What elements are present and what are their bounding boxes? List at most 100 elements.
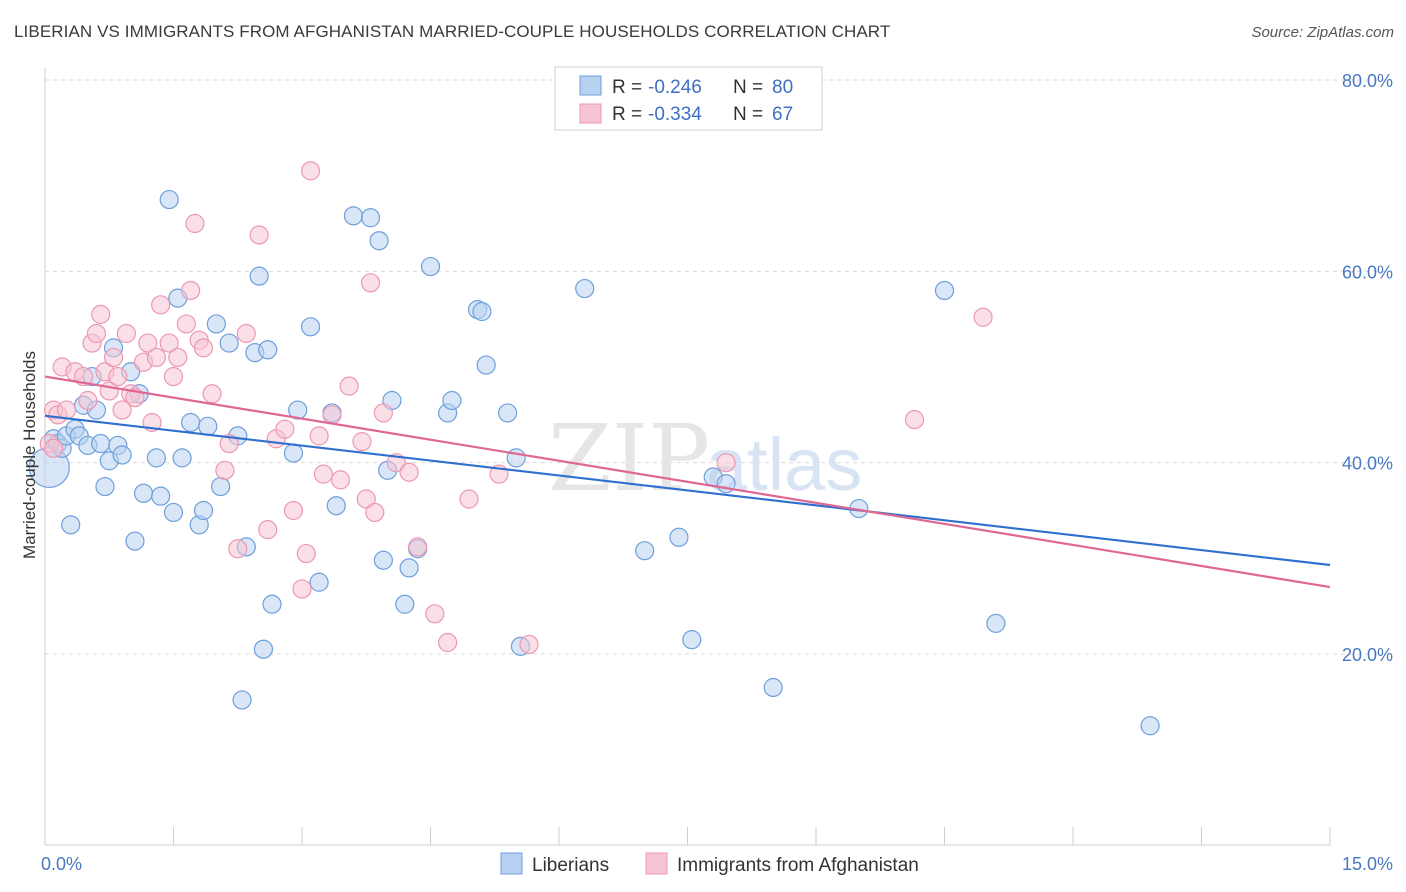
afghanistan-point xyxy=(146,347,166,368)
afghanistan-point xyxy=(258,520,278,540)
afghanistan-point xyxy=(360,273,381,293)
liberian-point xyxy=(133,483,154,503)
liberian-point xyxy=(395,594,415,614)
afghanistan-point xyxy=(193,338,214,358)
afghanistan-trend-line xyxy=(44,375,1331,589)
liberian-point xyxy=(300,317,321,337)
liberian-point xyxy=(172,448,192,468)
y-tick-label: 40.0% xyxy=(1342,454,1393,474)
liberian-point xyxy=(61,515,81,535)
legend-r-value: -0.246 xyxy=(648,77,702,98)
afghanistan-point xyxy=(365,502,385,523)
liberian-point xyxy=(635,541,655,561)
liberian-point xyxy=(193,500,214,521)
afghanistan-point xyxy=(356,489,376,509)
bottom-legend: Liberians Immigrants from Afghanistan xyxy=(500,852,919,876)
liberian-point xyxy=(506,448,526,468)
y-axis-label: Married-couple Households xyxy=(20,351,39,559)
legend-n-label: N = xyxy=(733,104,763,125)
bottom-legend-swatch-afghanistan xyxy=(645,852,668,875)
afghanistan-point xyxy=(425,604,445,624)
y-tick-label: 80.0% xyxy=(1342,71,1393,91)
afghanistan-point xyxy=(163,366,184,387)
afghanistan-point xyxy=(292,579,312,599)
liberian-point xyxy=(206,314,226,334)
afghanistan-point xyxy=(309,426,329,446)
afghanistan-point xyxy=(185,213,205,234)
liberian-point xyxy=(343,206,363,226)
gridlines xyxy=(45,79,1392,655)
legend-n-value: 80 xyxy=(772,77,793,98)
liberian-point xyxy=(163,502,184,523)
afghanistan-point xyxy=(236,323,256,344)
liberian-point xyxy=(399,558,419,578)
afghanistan-point xyxy=(215,460,235,480)
liberian-point xyxy=(146,448,166,468)
liberian-point xyxy=(326,496,346,516)
legend-r-label: R = xyxy=(612,104,642,125)
y-tick-label: 20.0% xyxy=(1342,645,1393,665)
afghanistan-point xyxy=(86,323,107,344)
watermark-zip: ZIP xyxy=(548,405,710,512)
x-tick-label: 0.0% xyxy=(41,854,82,874)
y-tick-labels: 20.0% 40.0% 60.0% 80.0% xyxy=(1342,71,1393,665)
bottom-legend-swatch-liberians xyxy=(500,852,523,875)
afghanistan-point xyxy=(313,464,334,484)
afghanistan-point xyxy=(322,405,342,425)
liberian-point xyxy=(181,412,201,433)
liberian-point xyxy=(151,486,171,506)
y-tick-label: 60.0% xyxy=(1342,262,1393,282)
liberian-point xyxy=(498,403,518,423)
chart-title: LIBERIAN VS IMMIGRANTS FROM AFGHANISTAN … xyxy=(14,22,891,41)
liberian-point xyxy=(763,677,783,698)
liberian-point xyxy=(258,340,278,360)
afghanistan-point xyxy=(168,347,188,368)
afghanistan-point xyxy=(352,432,372,452)
legend-n-value: 67 xyxy=(772,104,793,125)
afghanistan-point xyxy=(716,453,736,473)
liberian-point xyxy=(442,390,462,411)
liberian-point xyxy=(249,266,269,286)
afghanistan-point xyxy=(373,403,393,423)
legend-n-label: N = xyxy=(733,77,763,98)
afghanistan-point xyxy=(91,304,111,324)
afghanistan-point xyxy=(116,323,136,344)
liberian-point xyxy=(211,476,231,497)
liberian-point xyxy=(112,445,132,465)
afghanistan-point xyxy=(159,333,179,353)
afghanistan-point xyxy=(56,400,77,420)
liberian-trend-line xyxy=(44,414,1331,567)
liberian-point xyxy=(360,208,381,228)
afghanistan-point xyxy=(43,438,64,458)
legend: R = -0.246 N = 80 R = -0.334 N = 67 xyxy=(554,66,823,131)
liberian-point xyxy=(283,443,304,463)
afghanistan-point xyxy=(330,470,351,490)
afghanistan-point xyxy=(181,280,201,301)
afghanistan-point xyxy=(296,543,316,564)
afghanistan-point xyxy=(519,634,539,655)
liberian-point xyxy=(476,355,496,375)
bottom-legend-label-liberians: Liberians xyxy=(532,855,609,876)
afghanistan-point xyxy=(300,161,321,181)
liberian-point xyxy=(219,333,239,353)
afghanistan-point xyxy=(219,433,239,454)
x-tick-label: 15.0% xyxy=(1342,854,1393,874)
afghanistan-point xyxy=(228,539,248,559)
afghanistan-point xyxy=(973,307,993,327)
data-points xyxy=(28,161,1160,736)
afghanistan-point xyxy=(138,333,158,353)
afghanistan-point xyxy=(78,390,98,411)
liberian-point xyxy=(420,256,441,277)
liberian-point xyxy=(253,639,274,659)
afghanistan-point xyxy=(399,462,419,482)
liberian-point xyxy=(934,280,955,301)
liberian-point xyxy=(91,433,111,454)
afghanistan-point xyxy=(249,225,269,245)
liberian-point xyxy=(125,531,145,551)
liberian-point xyxy=(682,630,702,650)
afghanistan-point xyxy=(103,347,124,368)
afghanistan-point xyxy=(283,500,304,521)
liberian-point xyxy=(669,527,689,547)
afghanistan-point xyxy=(108,366,128,387)
